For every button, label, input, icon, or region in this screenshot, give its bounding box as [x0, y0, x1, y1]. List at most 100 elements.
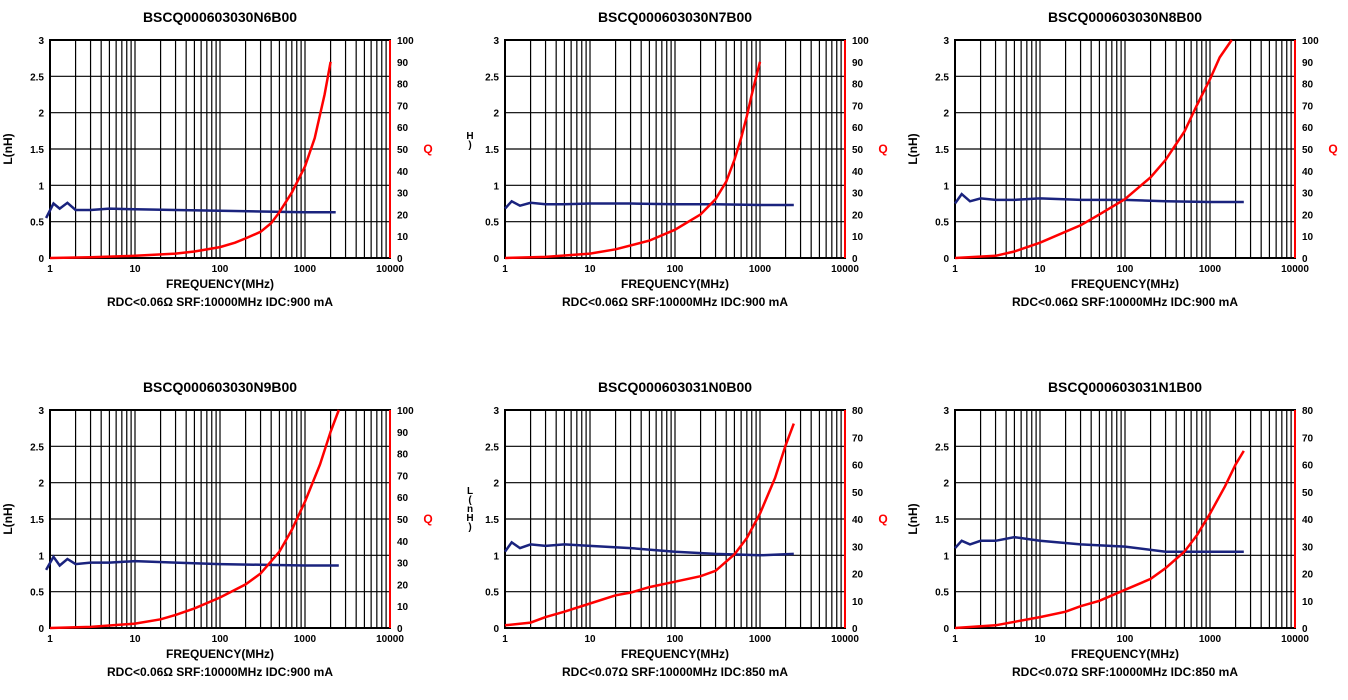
x-tick-label: 10: [129, 634, 141, 645]
q-tick-label: 0: [852, 624, 858, 635]
inductance-series-line: [953, 192, 1244, 205]
x-tick-label: 10000: [376, 634, 404, 645]
q-tick-label: 80: [1302, 80, 1314, 91]
y-tick-label: 1: [493, 551, 499, 562]
x-tick-label: 1: [952, 634, 958, 645]
q-tick-label: 20: [1302, 570, 1314, 581]
q-tick-label: 10: [1302, 232, 1314, 243]
q-tick-label: 90: [397, 428, 409, 439]
q-tick-label: 50: [852, 145, 864, 156]
q-tick-label: 50: [397, 515, 409, 526]
y-tick-label: 0.5: [30, 588, 44, 599]
q-tick-label: 40: [852, 167, 864, 178]
y-tick-label: 3: [493, 36, 499, 47]
q-tick-label: 10: [397, 232, 409, 243]
y-axis-label: L(nH): [906, 133, 920, 164]
y-tick-label: 3: [38, 36, 44, 47]
chart-panel-5: BSCQ000603031N0B00 1 10 100 1000 10000 0 0.5 1 1.…: [455, 370, 895, 700]
x-tick-label: 1: [502, 634, 508, 645]
x-tick-label: 10: [1034, 264, 1046, 275]
q-tick-label: 70: [1302, 433, 1314, 444]
q-tick-label: 50: [1302, 145, 1314, 156]
q-tick-label: 70: [397, 101, 409, 112]
q-tick-label: 10: [852, 232, 864, 243]
chart-title: BSCQ000603030N8B00: [1048, 9, 1202, 25]
y-tick-label: 2: [38, 109, 44, 120]
y-tick-label: 2.5: [935, 442, 949, 453]
inductance-series-line: [504, 199, 794, 210]
q-tick-label: 80: [397, 450, 409, 461]
y-tick-label: 0: [38, 254, 44, 265]
chart-title: BSCQ000603030N6B00: [143, 9, 297, 25]
q-series-line: [49, 409, 340, 630]
q-tick-label: 0: [397, 254, 403, 265]
y-tick-label: 1.5: [485, 515, 499, 526]
chart-title: BSCQ000603031N0B00: [598, 379, 752, 395]
y-tick-label: 0.5: [485, 218, 499, 229]
q-series-line: [49, 61, 332, 260]
y-tick-label: 0: [943, 254, 949, 265]
y-tick-label: 0: [38, 624, 44, 635]
y-tick-label: 3: [943, 36, 949, 47]
q-series-line: [504, 61, 762, 260]
q-tick-label: 80: [852, 80, 864, 91]
y-tick-label: 0: [493, 254, 499, 265]
q-tick-label: 40: [1302, 515, 1314, 526]
y-tick-label: 0.5: [30, 218, 44, 229]
x-tick-label: 10000: [831, 264, 859, 275]
chart-title: BSCQ000603030N9B00: [143, 379, 297, 395]
y-tick-label: 2.5: [30, 442, 44, 453]
q-tick-label: 70: [397, 471, 409, 482]
chart-panel-2: BSCQ000603030N7B00 1 10 100 1000 10000 0 0.5 1 1.…: [455, 0, 895, 330]
inductance-series-line: [503, 540, 794, 557]
q-tick-label: 20: [852, 570, 864, 581]
x-tick-label: 100: [667, 264, 684, 275]
q-axis-label: Q: [1328, 142, 1337, 156]
q-tick-label: 100: [397, 406, 414, 417]
y-tick-label: 0: [493, 624, 499, 635]
y-tick-label: 1.5: [30, 515, 44, 526]
x-tick-label: 10000: [831, 634, 859, 645]
x-tick-label: 10: [584, 634, 596, 645]
x-tick-label: 1000: [749, 264, 772, 275]
x-tick-label: 1: [502, 264, 508, 275]
y-tick-label: 3: [943, 406, 949, 417]
q-tick-label: 20: [1302, 210, 1314, 221]
y-tick-label: 2: [38, 479, 44, 490]
chart-panel-6: BSCQ000603031N1B00 1 10 100 1000 10000 0 0.5 1 1.…: [905, 370, 1345, 700]
q-tick-label: 30: [397, 189, 409, 200]
y-tick-label: 2: [943, 109, 949, 120]
inductance-series-line: [44, 201, 336, 219]
x-tick-label: 100: [212, 264, 229, 275]
q-tick-label: 10: [1302, 597, 1314, 608]
x-axis-label: FREQUENCY(MHz): [1071, 647, 1179, 661]
q-series-line: [954, 39, 1233, 260]
q-tick-label: 20: [397, 210, 409, 221]
y-tick-label: 2.5: [485, 442, 499, 453]
q-tick-label: 30: [1302, 542, 1314, 553]
q-tick-label: 60: [852, 123, 864, 134]
chart-title: BSCQ000603030N7B00: [598, 9, 752, 25]
x-tick-label: 100: [212, 634, 229, 645]
y-tick-label: 0.5: [485, 588, 499, 599]
x-axis-label: FREQUENCY(MHz): [1071, 277, 1179, 291]
q-tick-label: 10: [397, 602, 409, 613]
q-tick-label: 50: [1302, 488, 1314, 499]
q-series-line: [954, 450, 1245, 630]
q-tick-label: 40: [397, 537, 409, 548]
q-tick-label: 100: [1302, 36, 1319, 47]
q-tick-label: 60: [397, 493, 409, 504]
q-tick-label: 90: [1302, 58, 1314, 69]
y-tick-label: 0.5: [935, 588, 949, 599]
q-axis-label: Q: [423, 512, 432, 526]
y-tick-label: 2.5: [485, 72, 499, 83]
spec-footer: RDC<0.07Ω SRF:10000MHz IDC:850 mA: [1012, 665, 1238, 679]
y-tick-label: 1: [38, 181, 44, 192]
x-tick-label: 1000: [749, 634, 772, 645]
y-tick-label: 3: [38, 406, 44, 417]
q-tick-label: 30: [1302, 189, 1314, 200]
